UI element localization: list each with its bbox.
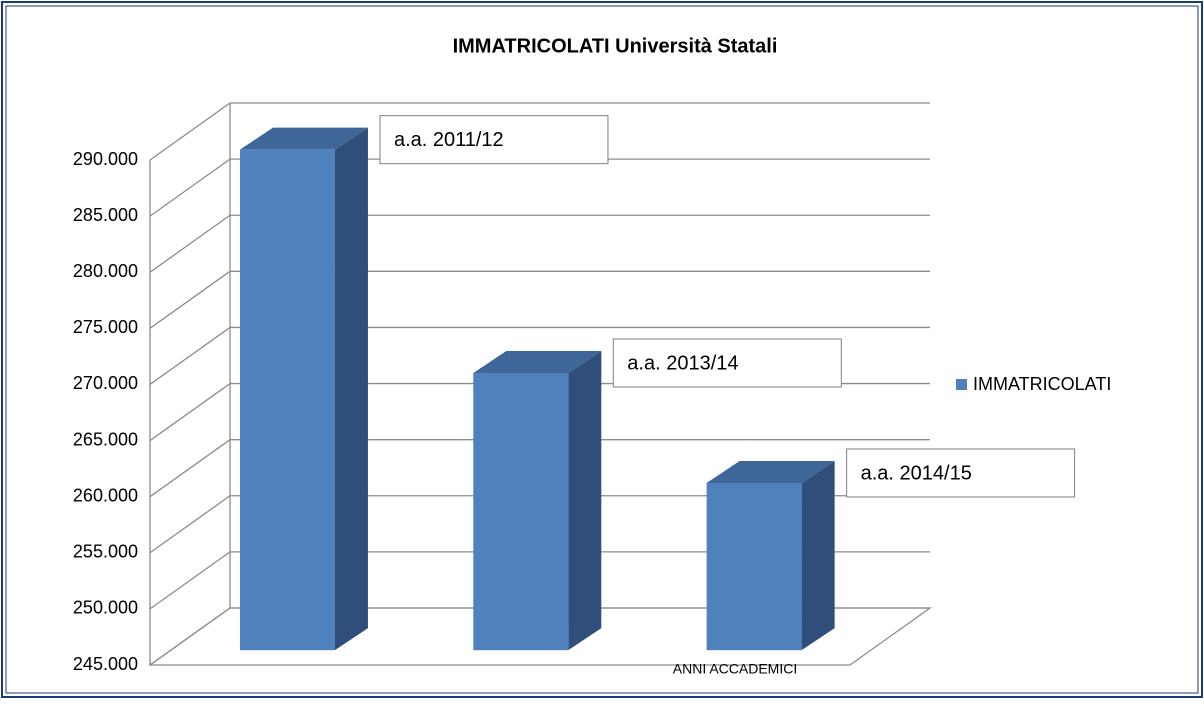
grid-line [149, 326, 930, 385]
inner-frame [5, 5, 1199, 694]
y-tick-label: 250.000 [73, 598, 138, 618]
y-tick-label: 275.000 [73, 317, 138, 337]
grid-line [149, 495, 930, 554]
callout-box [379, 115, 609, 165]
grid-line [149, 270, 930, 329]
bar-top [706, 460, 835, 483]
y-tick-label: 265.000 [73, 429, 138, 449]
y-tick-label: 255.000 [73, 542, 138, 562]
grid-line [149, 439, 930, 498]
category-label: a.a. 2013/14 [627, 352, 738, 374]
bar-top [473, 350, 602, 373]
bar-side [801, 460, 835, 651]
callout-box [846, 448, 1076, 498]
plot: ANNI ACCADEMICI a.a. 2011/12 a.a. 2013/14 a… [239, 115, 1111, 677]
chart-title: IMMATRICOLATI Università Statali [453, 35, 778, 57]
callout-box [612, 338, 842, 388]
bar-side [568, 350, 602, 651]
bar [239, 149, 335, 651]
category-label: a.a. 2011/12 [394, 129, 504, 151]
grid-line [149, 102, 930, 161]
y-tick-label: 280.000 [73, 261, 138, 281]
y-tick-label: 245.000 [73, 654, 138, 674]
bar-top [239, 127, 368, 150]
y-tick-label: 285.000 [73, 205, 138, 225]
x-axis-title: ANNI ACCADEMICI [673, 661, 797, 677]
y-tick-label: 290.000 [73, 149, 138, 169]
bar [473, 372, 569, 651]
bar [706, 482, 802, 651]
grid-line [149, 158, 930, 217]
legend-label: IMMATRICOLATI [973, 374, 1111, 394]
bar-side [334, 127, 368, 651]
y-tick-label: 270.000 [73, 373, 138, 393]
grid-line [149, 607, 930, 666]
legend-swatch [956, 379, 967, 390]
category-label: a.a. 2014/15 [861, 462, 972, 484]
y-tick-label: 260.000 [73, 485, 138, 505]
grid-line [149, 214, 930, 273]
grid-line [149, 551, 930, 610]
